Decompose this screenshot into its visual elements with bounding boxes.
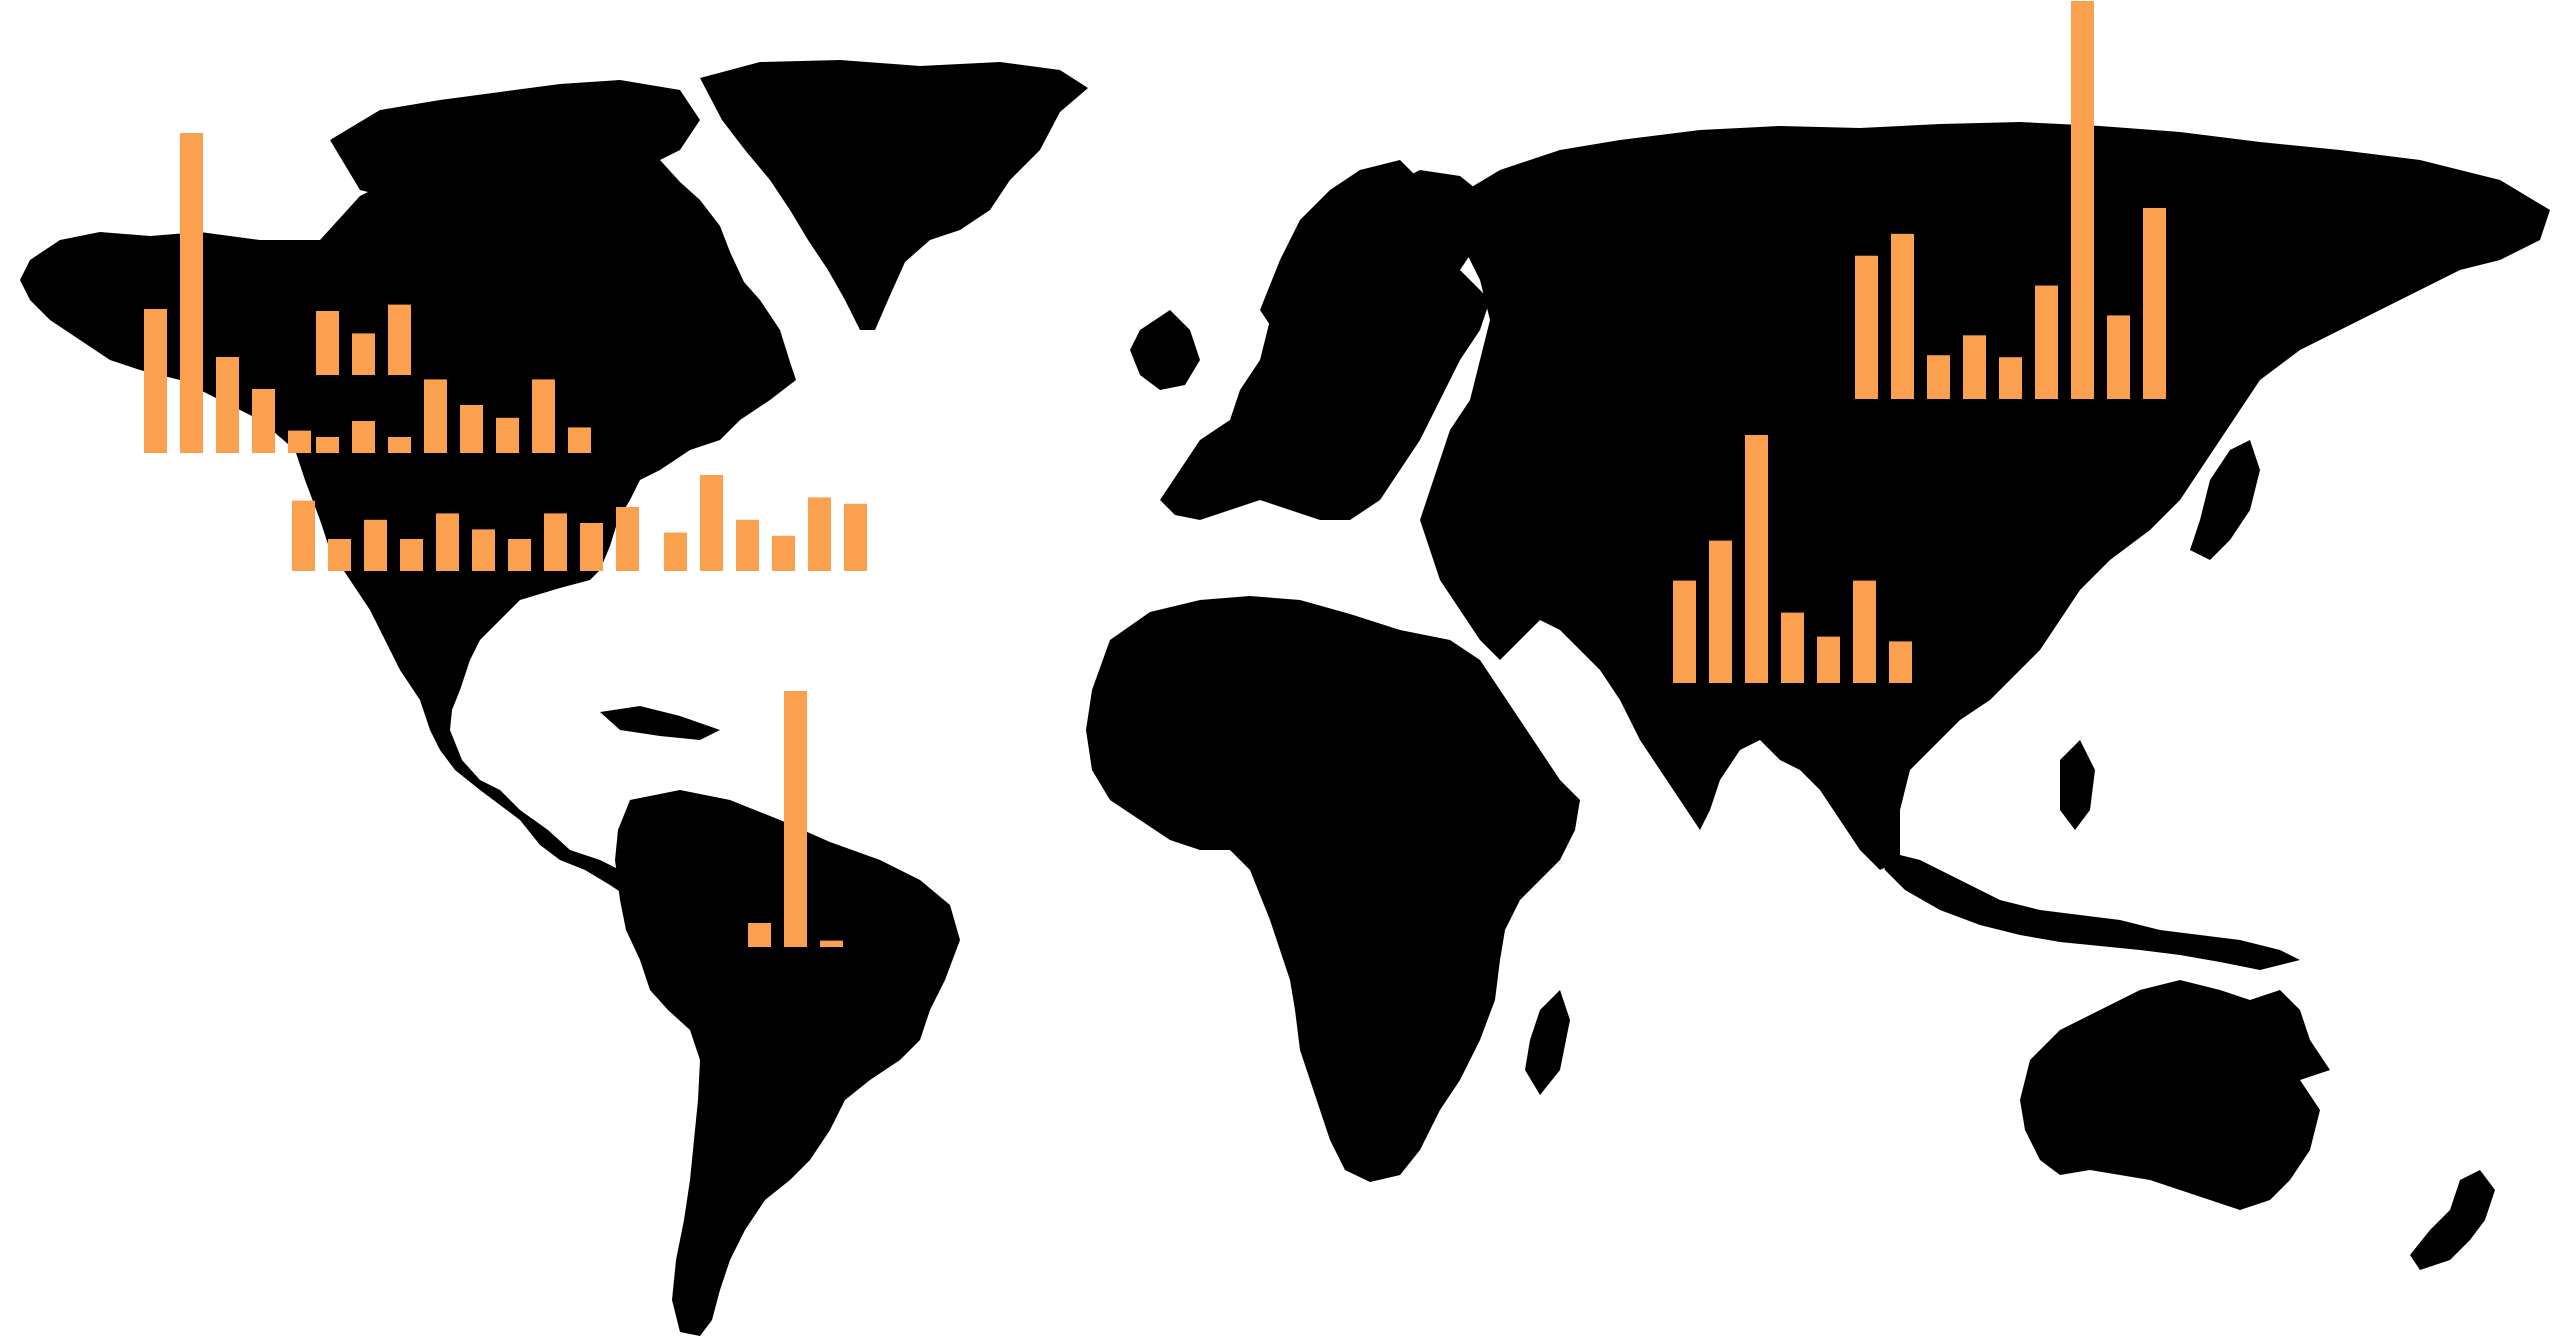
bar-usa-north-5 [460, 405, 483, 453]
bar-south-asia-7 [1889, 641, 1912, 683]
bar-northeast-5 [808, 497, 831, 571]
bar-alaska-4 [252, 389, 275, 453]
africa-shape [1086, 596, 1580, 1182]
bar-usa-south-7 [508, 539, 531, 571]
bar-usa-north-4 [424, 379, 447, 453]
caribbean-islands-shape [600, 706, 720, 740]
bar-chart-northeast [664, 475, 867, 571]
bar-usa-north-6 [496, 417, 519, 453]
bar-usa-north-3 [388, 437, 411, 453]
bar-usa-south-4 [400, 539, 423, 571]
british-isles-shape [1130, 310, 1200, 390]
bar-chart-siberia [1855, 1, 2166, 399]
philippines-shape [2060, 740, 2095, 830]
japan-shape [2190, 440, 2260, 560]
bar-usa-north-1 [316, 437, 339, 453]
bar-siberia-1 [1855, 255, 1878, 399]
madagascar-shape [1525, 990, 1570, 1095]
bar-alaska-1 [144, 309, 167, 453]
bar-charts [144, 1, 2166, 947]
bar-siberia-9 [2143, 207, 2166, 399]
bar-chart-usa-south [292, 500, 639, 571]
south-america-shape [615, 790, 960, 1336]
bar-usa-south-9 [580, 523, 603, 571]
asia-shape [1420, 122, 2550, 870]
bar-usa-south-5 [436, 513, 459, 571]
north-america-shape [20, 130, 796, 905]
bar-south-america-1 [748, 923, 771, 947]
greenland-shape [700, 60, 1088, 330]
bar-siberia-7 [2071, 1, 2094, 399]
bar-usa-north-8 [568, 427, 591, 453]
australia-shape [2020, 980, 2330, 1210]
bar-northeast-6 [844, 503, 867, 571]
bar-south-asia-5 [1817, 636, 1840, 683]
bar-usa-north-2 [352, 421, 375, 453]
bar-alaska-5 [288, 430, 311, 453]
bar-usa-south-1 [292, 500, 315, 571]
bar-siberia-3 [1927, 355, 1950, 399]
bar-usa-south-3 [364, 519, 387, 571]
bar-usa-south-8 [544, 513, 567, 571]
bar-siberia-2 [1891, 233, 1914, 399]
bar-south-asia-1 [1673, 580, 1696, 683]
bar-canada-2 [352, 333, 375, 375]
bar-usa-south-2 [328, 539, 351, 571]
bar-canada-1 [316, 311, 339, 375]
new-zealand-shape [2410, 1170, 2495, 1270]
bar-northeast-4 [772, 535, 795, 571]
landmasses [20, 60, 2550, 1336]
bar-northeast-2 [700, 475, 723, 571]
bar-chart-south-asia [1673, 435, 1912, 683]
bar-northeast-1 [664, 532, 687, 571]
southeast-asia-islands-shape [1880, 850, 2300, 970]
bar-south-asia-2 [1709, 540, 1732, 683]
bar-south-asia-3 [1745, 435, 1768, 683]
bar-south-asia-4 [1781, 612, 1804, 683]
arctic-archipelago-shape [330, 80, 700, 200]
bar-siberia-4 [1963, 335, 1986, 399]
bar-canada-3 [388, 304, 411, 375]
bar-chart-canada [316, 304, 411, 375]
bar-usa-south-10 [616, 507, 639, 571]
bar-usa-north-7 [532, 379, 555, 453]
europe-shape [1160, 170, 1490, 520]
scandinavia-shape [1260, 160, 1420, 340]
bar-chart-alaska [144, 133, 311, 453]
bar-chart-usa-north [316, 379, 591, 453]
bar-siberia-6 [2035, 285, 2058, 399]
bar-south-asia-6 [1853, 580, 1876, 683]
bar-usa-south-6 [472, 529, 495, 571]
bar-alaska-3 [216, 357, 239, 453]
bar-south-america-3 [820, 940, 843, 947]
bar-alaska-2 [180, 133, 203, 453]
bar-siberia-5 [1999, 357, 2022, 399]
bar-siberia-8 [2107, 315, 2130, 399]
bar-south-america-2 [784, 691, 807, 947]
bar-chart-south-america [748, 691, 843, 947]
bar-northeast-3 [736, 519, 759, 571]
